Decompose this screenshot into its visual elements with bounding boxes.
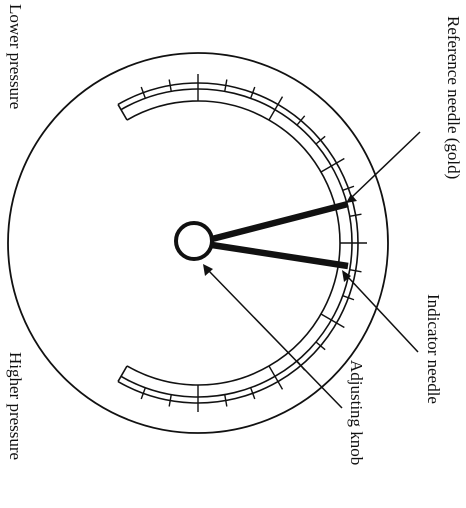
adjusting-knob — [176, 223, 212, 259]
indicator-needle-leader — [342, 270, 418, 352]
indicator-needle — [212, 245, 348, 266]
lower-pressure-label: Lower pressure — [7, 4, 24, 109]
reference-needle-leader — [346, 132, 420, 203]
scale-inner-arc — [127, 101, 340, 385]
reference-needle-arrowhead — [346, 194, 357, 203]
indicator-needle-label: Indicator needle — [425, 294, 442, 404]
adjusting-knob-label: Adjusting knob — [348, 360, 365, 465]
reference-needle — [212, 204, 348, 239]
reference-needle-label: Reference needle (gold) — [445, 16, 462, 179]
scale-outer-arc — [118, 83, 358, 403]
higher-pressure-label: Higher pressure — [7, 352, 24, 460]
